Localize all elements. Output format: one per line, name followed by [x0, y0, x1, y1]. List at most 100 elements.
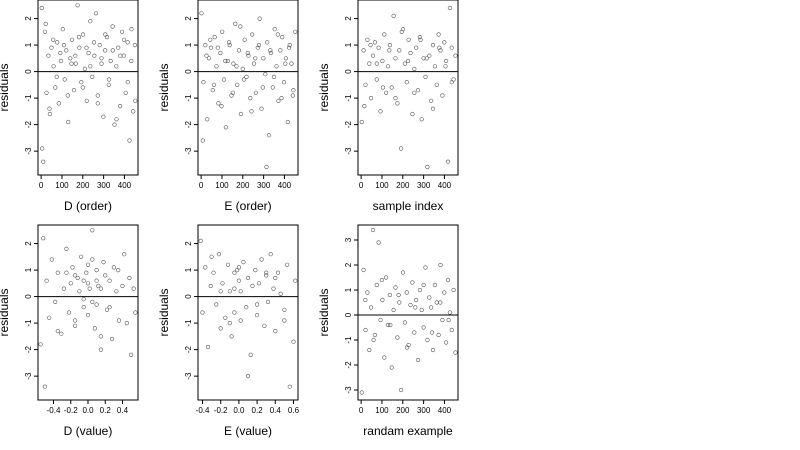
- data-point: [393, 95, 398, 101]
- data-point: [417, 287, 423, 293]
- panel-randam-example: randam example residuals 0 100 200 300 400 -3…: [317, 224, 459, 438]
- data-point: [223, 125, 229, 130]
- data-point: [265, 299, 271, 304]
- data-point: [368, 42, 373, 48]
- data-point: [378, 317, 383, 323]
- data-point: [264, 164, 269, 170]
- data-point: [359, 390, 364, 395]
- data-point: [442, 40, 447, 45]
- data-point: [399, 29, 404, 34]
- data-point: [77, 289, 82, 294]
- plot-frame: [197, 224, 299, 401]
- data-point: [49, 45, 54, 50]
- data-point: [205, 344, 211, 350]
- data-point: [128, 352, 134, 357]
- y-tick-label: -1: [344, 94, 353, 102]
- data-point: [216, 101, 221, 106]
- data-point: [259, 257, 264, 262]
- data-point: [361, 48, 366, 53]
- data-point: [60, 27, 65, 32]
- x-tick-label: 200: [236, 181, 250, 190]
- data-point: [42, 384, 48, 389]
- data-point: [396, 292, 401, 298]
- data-point: [122, 252, 127, 257]
- data-point: [81, 278, 86, 283]
- data-point: [102, 48, 108, 53]
- data-point: [374, 61, 379, 66]
- data-point: [421, 325, 426, 330]
- data-point: [129, 27, 134, 32]
- data-point: [408, 50, 413, 56]
- data-point: [418, 37, 423, 42]
- data-point: [90, 228, 95, 233]
- data-point: [58, 58, 64, 64]
- x-tick-label: 400: [118, 181, 132, 190]
- data-point: [389, 365, 394, 370]
- data-point: [268, 50, 273, 56]
- data-point: [443, 58, 449, 64]
- data-point: [367, 61, 372, 66]
- data-point: [425, 337, 430, 343]
- data-point: [428, 98, 434, 103]
- data-point: [380, 58, 385, 64]
- data-point: [72, 318, 78, 323]
- data-point: [449, 80, 454, 85]
- data-point: [218, 50, 223, 56]
- data-point: [223, 315, 228, 320]
- data-point: [430, 42, 436, 48]
- data-point: [47, 111, 52, 117]
- data-point: [208, 37, 213, 42]
- data-point: [437, 45, 442, 50]
- x-tick-label: 0.6: [288, 406, 300, 415]
- panel-ylabel: residuals: [317, 63, 331, 111]
- data-point: [116, 267, 121, 273]
- y-tick-label: -2: [184, 346, 193, 354]
- data-point: [367, 347, 372, 353]
- data-point: [116, 45, 121, 50]
- plot-frame: [197, 0, 299, 176]
- y-tick-label: 0: [24, 69, 33, 74]
- data-point: [131, 109, 136, 114]
- data-point: [92, 326, 98, 331]
- data-point: [424, 56, 429, 61]
- data-point: [110, 24, 115, 29]
- y-tick-label: -3: [24, 372, 33, 380]
- data-point: [255, 45, 260, 50]
- data-point: [229, 334, 234, 339]
- data-point: [109, 336, 115, 342]
- data-point: [289, 61, 294, 66]
- data-point: [53, 299, 58, 304]
- data-point: [56, 101, 61, 106]
- data-point: [405, 58, 411, 64]
- data-point: [413, 45, 419, 50]
- data-point: [434, 82, 439, 87]
- data-point: [104, 307, 110, 312]
- data-point: [221, 77, 227, 82]
- panel-ylabel: residuals: [317, 288, 331, 336]
- data-point: [212, 34, 217, 40]
- data-point: [211, 82, 217, 87]
- data-point: [417, 34, 423, 40]
- data-point: [419, 117, 424, 122]
- data-point: [408, 302, 413, 308]
- y-tick-label: -2: [344, 121, 353, 129]
- data-point: [107, 278, 112, 283]
- x-tick-label: 300: [417, 406, 431, 415]
- data-point: [61, 42, 67, 48]
- data-point: [268, 252, 273, 257]
- data-point: [85, 281, 91, 286]
- y-tick-label: 0: [184, 69, 193, 74]
- panel-xlabel: E (value): [224, 424, 272, 438]
- x-tick-label: 0.0: [82, 406, 94, 415]
- x-tick-label: 400: [278, 181, 292, 190]
- data-point: [421, 56, 426, 61]
- data-point: [249, 109, 254, 114]
- data-point: [82, 66, 88, 71]
- panel-d-value: D (value) residuals -0.4 -0.2 0.0 0.2 0.4 -3 -…: [0, 224, 139, 438]
- data-point: [131, 286, 136, 291]
- data-point: [223, 58, 228, 64]
- data-point: [387, 48, 392, 53]
- data-point: [66, 310, 72, 315]
- data-point: [273, 328, 278, 334]
